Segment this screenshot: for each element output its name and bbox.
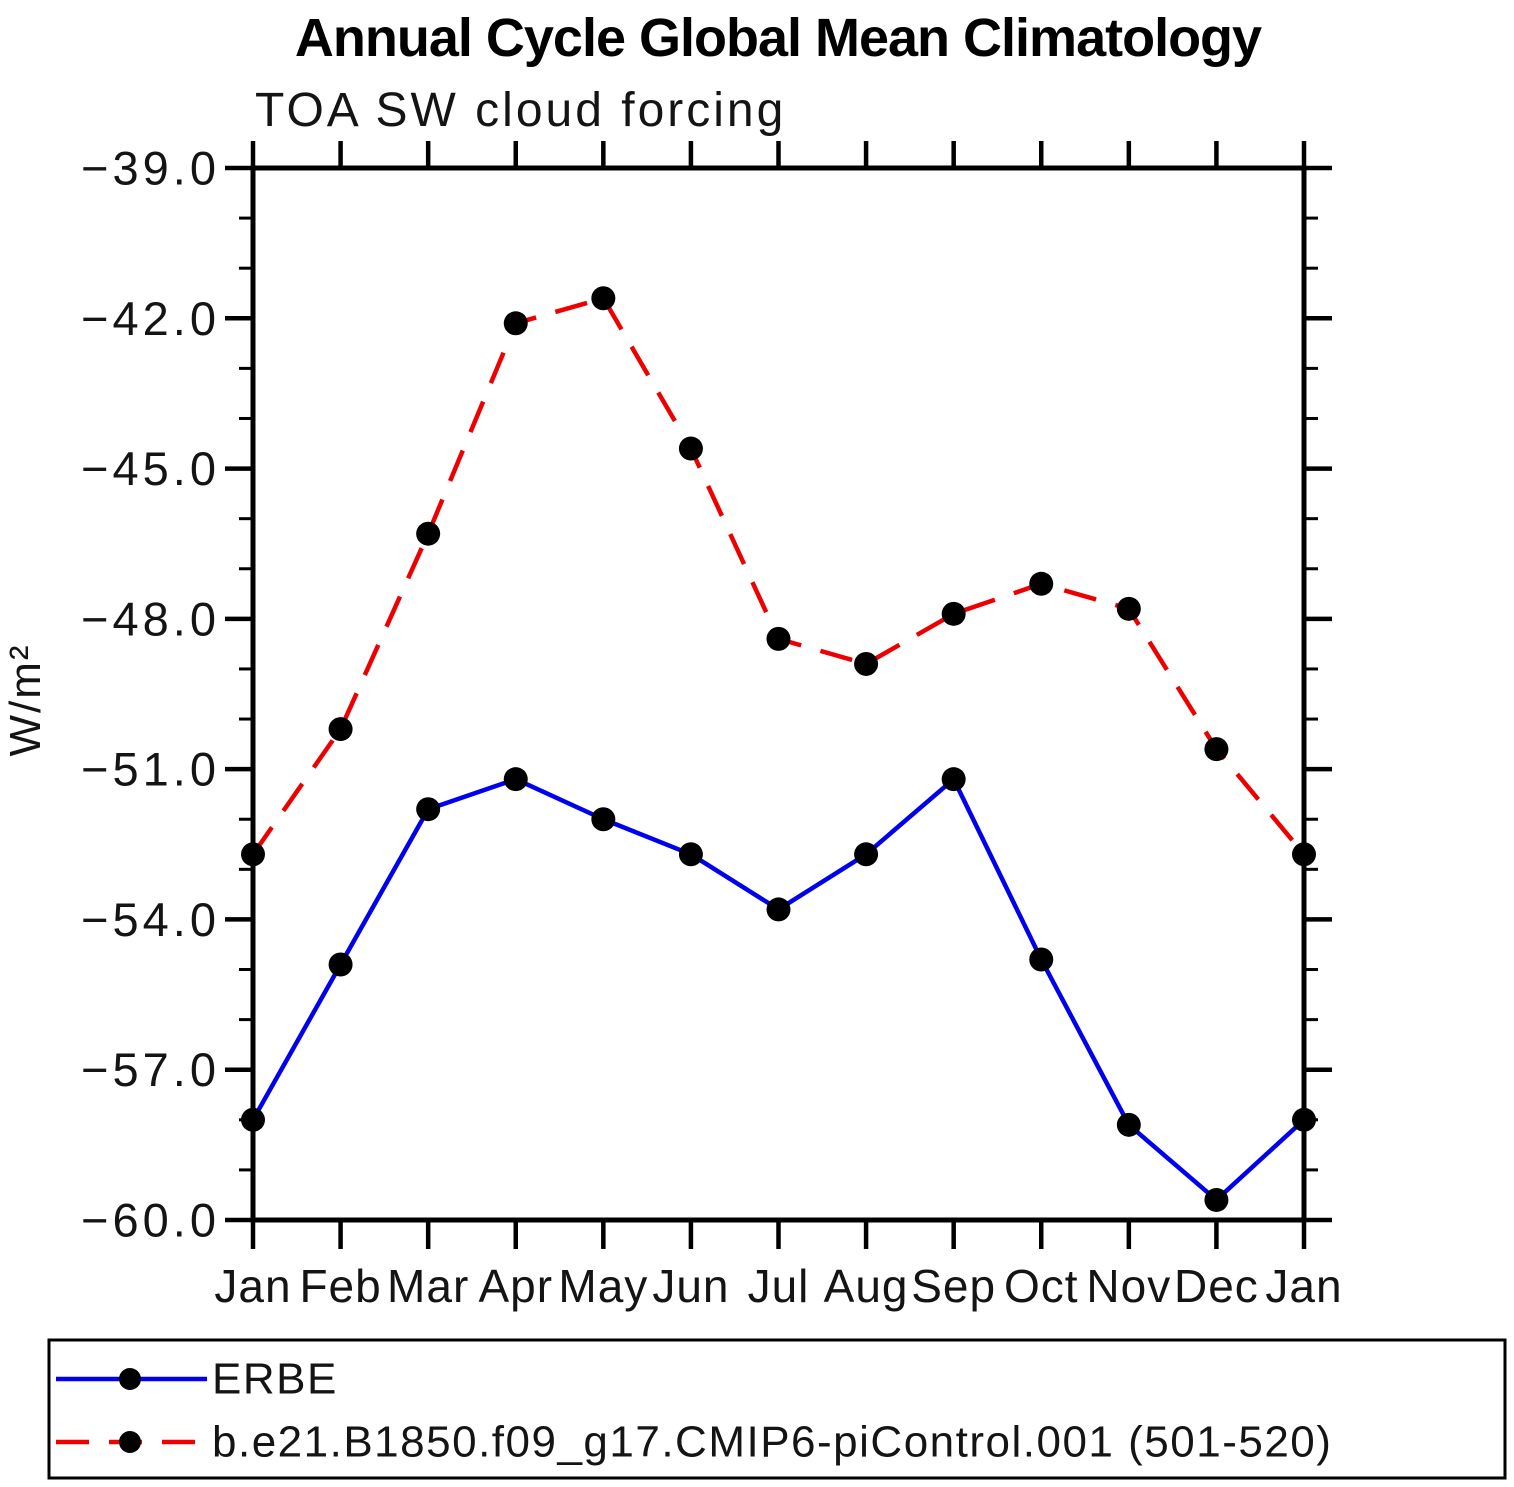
legend-label-model: b.e21.B1850.f09_g17.CMIP6-piControl.001 … — [212, 1418, 1332, 1467]
data-point-marker — [416, 797, 441, 822]
legend: ERBE b.e21.B1850.f09_g17.CMIP6-piControl… — [47, 1338, 1507, 1480]
chart-subtitle: TOA SW cloud forcing — [255, 84, 786, 137]
data-point-marker — [1116, 1112, 1141, 1137]
x-tick-label: Aug — [824, 1260, 909, 1312]
data-point-marker — [766, 897, 791, 922]
x-tick-label: Dec — [1174, 1260, 1259, 1312]
data-point-marker — [1029, 947, 1054, 972]
x-tick-label: Jul — [748, 1260, 810, 1312]
data-point-marker — [591, 286, 616, 311]
data-point-marker — [678, 436, 703, 461]
data-point-marker — [241, 1107, 265, 1132]
data-point-marker — [941, 601, 966, 626]
y-tick-label: −60.0 — [81, 1194, 220, 1247]
data-point-marker — [854, 842, 879, 867]
y-tick-label: −57.0 — [81, 1043, 220, 1096]
data-point-marker — [328, 717, 353, 742]
x-tick-label: Jan — [214, 1260, 291, 1312]
data-point-marker — [1204, 1187, 1229, 1212]
series-line-erbe — [251, 776, 1306, 1203]
x-tick-label: Nov — [1086, 1260, 1171, 1312]
axes-group — [225, 141, 1332, 1249]
legend-graphics — [47, 1338, 1507, 1480]
legend-marker — [119, 1368, 141, 1390]
y-tick-label: −45.0 — [81, 442, 220, 495]
tick-labels-group: −39.0 −42.0 −45.0 −48.0 −51.0 −54.0 −57.0 −60.0… — [81, 142, 1342, 1313]
data-series-group — [241, 286, 1316, 1212]
page-title: Annual Cycle Global Mean Climatology — [295, 8, 1262, 68]
data-point-marker — [328, 952, 353, 977]
y-axis-label: W/m² — [1, 643, 50, 756]
series-line-model — [251, 295, 1306, 856]
x-tick-label: Feb — [299, 1260, 381, 1312]
x-tick-label: Mar — [387, 1260, 469, 1312]
x-tick-label: Oct — [1004, 1260, 1079, 1312]
x-tick-label: Apr — [478, 1260, 553, 1312]
y-tick-label: −39.0 — [81, 142, 220, 195]
data-point-marker — [1292, 1107, 1316, 1132]
x-tick-label: Jan — [1265, 1260, 1342, 1312]
data-point-marker — [241, 842, 265, 867]
data-point-marker — [503, 767, 528, 792]
y-tick-label: −42.0 — [81, 292, 220, 345]
y-tick-label: −51.0 — [81, 743, 220, 796]
data-point-marker — [503, 311, 528, 336]
data-point-marker — [854, 651, 879, 676]
legend-label-erbe: ERBE — [212, 1355, 338, 1404]
data-point-marker — [1116, 596, 1141, 621]
y-tick-label: −48.0 — [81, 592, 220, 645]
data-point-marker — [1204, 737, 1229, 762]
data-point-marker — [766, 626, 791, 651]
x-tick-label: Jun — [652, 1260, 729, 1312]
data-point-marker — [678, 842, 703, 867]
data-point-marker — [1029, 571, 1054, 596]
data-point-marker — [941, 767, 966, 792]
y-tick-label: −54.0 — [81, 893, 220, 946]
legend-marker — [119, 1431, 141, 1453]
data-point-marker — [591, 807, 616, 832]
x-tick-label: Sep — [911, 1260, 996, 1312]
data-point-marker — [416, 521, 441, 546]
data-point-marker — [1292, 842, 1316, 867]
x-tick-label: May — [558, 1260, 648, 1312]
legend-box — [47, 1338, 1507, 1480]
